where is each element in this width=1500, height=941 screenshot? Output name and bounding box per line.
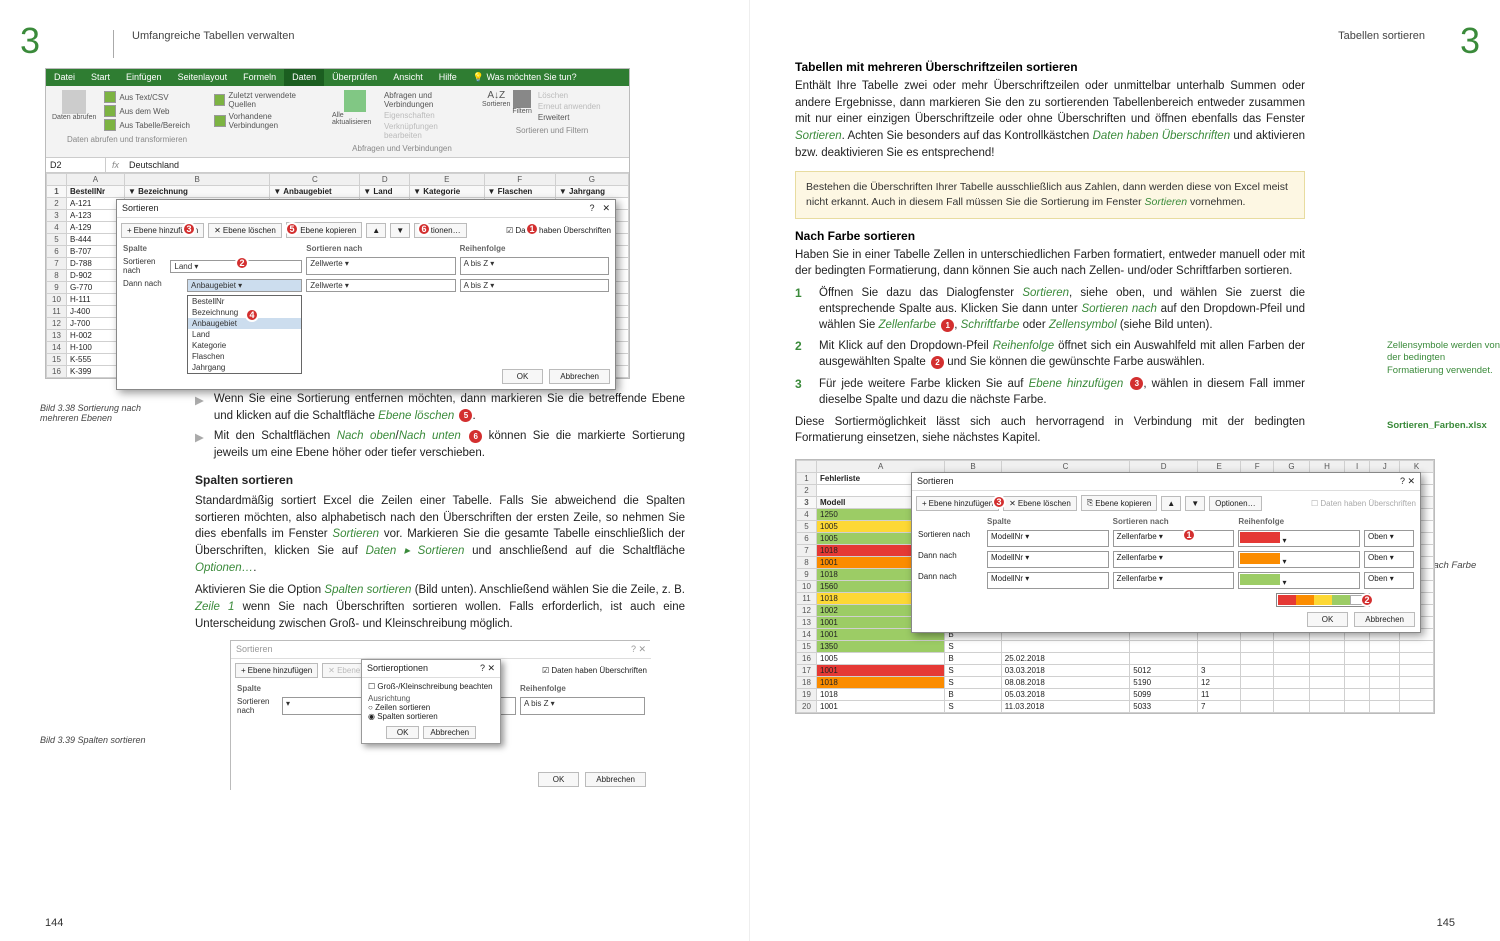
margin-note-2: Sortieren_Farben.xlsx [1387,420,1500,432]
formula-bar[interactable]: Deutschland [125,158,183,172]
sort-dialog-1[interactable]: Sortieren ?✕ + Ebene hinzufügen ✕ Ebene … [116,199,616,390]
para-farbe: Haben Sie in einer Tabelle Zellen in unt… [795,247,1305,280]
para-spalten: Standardmäßig sortiert Excel die Zeilen … [195,493,685,576]
chapter-number: 3 [20,20,40,62]
tab-hilfe[interactable]: Hilfe [431,69,465,86]
page-number-right: 145 [1437,917,1455,929]
fx-icon: fx [106,158,125,172]
sort-options-screenshot: Sortieren? ✕ + Ebene hinzufügen ✕ Ebene … [230,640,650,790]
callout-5: 5 [285,222,299,236]
excel-screenshot-1: Datei Start Einfügen Seitenlayout Formel… [45,68,630,379]
column-dropdown[interactable]: BestellNrBezeichnung AnbaugebietLand Kat… [187,295,302,374]
recent-sources[interactable]: Zuletzt verwendete Quellen [212,90,322,110]
heading-multi: Tabellen mit mehreren Überschriftzeilen … [795,60,1305,74]
tab-daten[interactable]: Daten [284,69,324,86]
caption-1: Bild 3.38 Sortierung nach mehreren Ebene… [40,403,150,423]
move-up-btn[interactable]: ▲ [366,223,386,238]
callout-1: 1 [525,222,539,236]
cols-radio[interactable]: ◉ Spalten sortieren [368,712,494,721]
refresh-all-icon[interactable] [344,90,366,112]
note-box: Bestehen die Überschriften Ihrer Tabelle… [795,171,1305,218]
para-after-steps: Diese Sortiermöglichkeit lässt sich auch… [795,414,1305,447]
callout-r3: 3 [992,495,1006,509]
bullet-2: Mit den Schaltflächen Nach oben/Nach unt… [214,428,685,461]
heading-farbe: Nach Farbe sortieren [795,229,1305,243]
para-aktivieren: Aktivieren Sie die Option Spalten sortie… [195,582,685,632]
margin-note-1: Zellensymbole werden von der bedingten F… [1387,340,1500,377]
from-web[interactable]: Aus dem Web [102,104,192,118]
page-number-left: 144 [45,917,63,929]
data-get-icon[interactable] [62,90,86,114]
caption-2: Bild 3.39 Spalten sortieren [40,735,150,745]
excel-screenshot-2: ABCDEFGHIJK 1Fehlerliste 2 3ModellTyp 41… [795,459,1435,714]
tab-datei[interactable]: Datei [46,69,83,86]
callout-r2: 2 [1360,593,1374,607]
ok-btn[interactable]: OK [502,369,544,384]
callout-4: 4 [245,308,259,322]
cancel-btn[interactable]: Abbrechen [549,369,610,384]
callout-6: 6 [417,222,431,236]
right-page: 3 Tabellen sortieren Tabellen mit mehrer… [750,0,1500,941]
then-by-col[interactable]: Anbaugebiet ▾ [187,279,302,292]
tab-ansicht[interactable]: Ansicht [385,69,431,86]
order-1[interactable]: A bis Z ▾ [460,257,609,275]
color-sort-dialog[interactable]: Sortieren? ✕ + Ebene hinzufügen ✕ Ebene … [911,472,1421,633]
sort-on-1[interactable]: Zellwerte ▾ [306,257,455,275]
heading-spalten: Spalten sortieren [195,472,685,489]
existing-conn[interactable]: Vorhandene Verbindungen [212,111,322,131]
page-spread: 3 Umfangreiche Tabellen verwalten Datei … [0,0,1500,941]
order-2[interactable]: A bis Z ▾ [460,279,609,292]
from-text-csv[interactable]: Aus Text/CSV [102,90,192,104]
bullet-1: Wenn Sie eine Sortierung entfernen möcht… [214,391,685,424]
case-sensitive-chk[interactable]: ☐ Groß-/Kleinschreibung beachten [368,682,494,691]
tab-seitenlayout[interactable]: Seitenlayout [170,69,236,86]
running-head-right: Tabellen sortieren [795,30,1425,42]
name-box[interactable]: D2 [46,158,106,172]
rows-radio[interactable]: ○ Zeilen sortieren [368,703,494,712]
tell-me[interactable]: 💡 Was möchten Sie tun? [465,69,585,86]
tab-ueberpruefen[interactable]: Überprüfen [324,69,385,86]
dialog-title: Sortieren [122,203,159,214]
running-head-left: Umfangreiche Tabellen verwalten [132,30,294,42]
ribbon-tabs[interactable]: Datei Start Einfügen Seitenlayout Formel… [46,69,629,86]
move-down-btn[interactable]: ▼ [390,223,410,238]
filter-icon[interactable] [513,90,531,108]
left-page: 3 Umfangreiche Tabellen verwalten Datei … [0,0,750,941]
close-icon[interactable]: ✕ [602,203,610,213]
tab-start[interactable]: Start [83,69,118,86]
color-palette[interactable] [1276,593,1370,607]
delete-level-btn[interactable]: ✕ Ebene löschen [208,223,282,238]
callout-r1: 1 [1182,528,1196,542]
para-multi: Enthält Ihre Tabelle zwei oder mehr Über… [795,78,1305,161]
steps-list: 1Öffnen Sie dazu das Dialogfenster Sorti… [795,285,1305,408]
from-table[interactable]: Aus Tabelle/Bereich [102,118,192,132]
has-headers-chk[interactable]: ☑ Daten haben Überschriften [506,226,611,235]
callout-3: 3 [182,222,196,236]
tab-einfuegen[interactable]: Einfügen [118,69,170,86]
callout-2: 2 [235,256,249,270]
tab-formeln[interactable]: Formeln [235,69,284,86]
sort-options-dialog[interactable]: Sortieroptionen? ✕ ☐ Groß-/Kleinschreibu… [361,659,501,744]
sort-on-2[interactable]: Zellwerte ▾ [306,279,455,292]
add-level-btn-2[interactable]: + Ebene hinzufügen [916,496,999,511]
chapter-number-r: 3 [1460,20,1480,62]
